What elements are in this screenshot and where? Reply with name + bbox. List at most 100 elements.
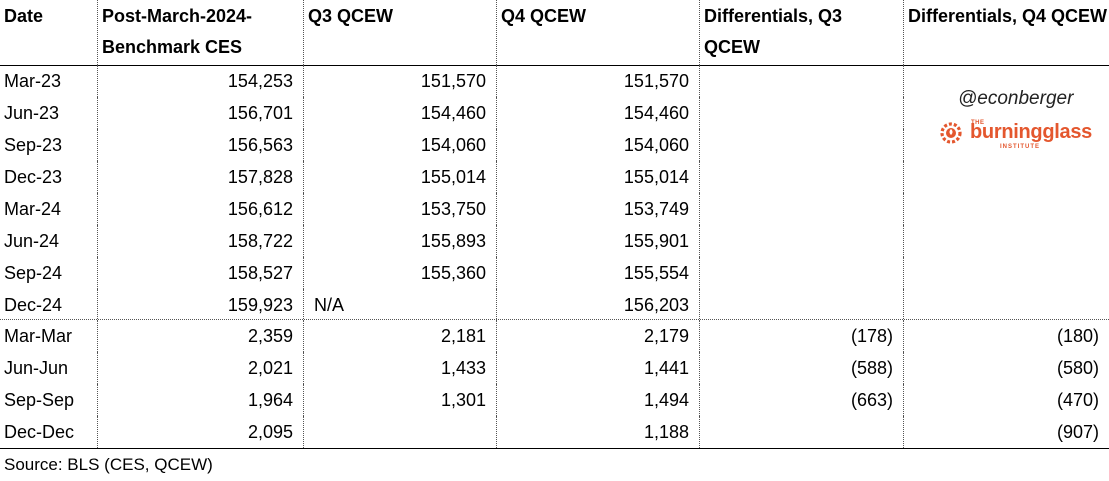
cell-diff-q3[interactable] <box>699 225 903 257</box>
cell-date[interactable]: Dec-23 <box>4 167 63 187</box>
cell-q4-qcew[interactable]: 154,460 <box>496 97 699 129</box>
cell-ces[interactable]: 1,964 <box>97 384 303 416</box>
cell-ces[interactable]: 158,527 <box>97 257 303 289</box>
cell-diff-q4[interactable] <box>903 97 1109 129</box>
flame-gear-icon <box>940 122 962 144</box>
cell-ces[interactable]: 2,021 <box>97 352 303 384</box>
column-header-date[interactable]: Date <box>4 6 44 26</box>
table-row: Sep-23 156,563 154,060 154,060 <box>0 129 1109 161</box>
cell-q3-qcew[interactable]: 151,570 <box>303 65 496 97</box>
cell-q3-qcew[interactable]: 1,433 <box>303 352 496 384</box>
cell-ces[interactable]: 159,923 <box>97 289 303 321</box>
cell-ces[interactable]: 156,701 <box>97 97 303 129</box>
cell-q4-qcew[interactable]: 153,749 <box>496 193 699 225</box>
cell-q4-qcew[interactable]: 155,901 <box>496 225 699 257</box>
table-row: Jun-24 158,722 155,893 155,901 <box>0 225 1109 257</box>
cell-diff-q3[interactable] <box>699 289 903 321</box>
cell-date[interactable]: Dec-Dec <box>4 422 75 442</box>
table-row: Mar-23 154,253 151,570 151,570 <box>0 65 1109 97</box>
cell-q3-qcew[interactable]: 1,301 <box>303 384 496 416</box>
cell-diff-q4[interactable] <box>903 161 1109 193</box>
cell-diff-q4[interactable] <box>903 129 1109 161</box>
cell-q3-qcew[interactable]: 155,360 <box>303 257 496 289</box>
cell-q3-qcew[interactable]: 155,893 <box>303 225 496 257</box>
cell-ces[interactable]: 157,828 <box>97 161 303 193</box>
cell-q4-qcew[interactable]: 1,494 <box>496 384 699 416</box>
cell-q3-qcew[interactable]: 155,014 <box>303 161 496 193</box>
cell-diff-q4[interactable]: (907) <box>903 416 1109 448</box>
table-row: Jun-23 156,701 154,460 154,460 <box>0 97 1109 129</box>
table-row: Sep-Sep 1,964 1,301 1,494 (663) (470) <box>0 384 1109 416</box>
cell-ces[interactable]: 154,253 <box>97 65 303 97</box>
cell-diff-q3[interactable] <box>699 416 903 448</box>
footer-divider <box>0 448 1109 449</box>
cell-date[interactable]: Mar-23 <box>4 71 62 91</box>
author-handle: @econberger <box>958 88 1074 109</box>
cell-q4-qcew[interactable]: 151,570 <box>496 65 699 97</box>
cell-ces[interactable]: 158,722 <box>97 225 303 257</box>
cell-date[interactable]: Dec-24 <box>4 295 63 315</box>
cell-diff-q4[interactable]: (180) <box>903 320 1109 352</box>
cell-q4-qcew[interactable]: 155,554 <box>496 257 699 289</box>
logo-the: THE <box>971 120 985 126</box>
column-header-diff-q3[interactable]: Differentials, Q3 QCEW <box>699 0 903 65</box>
column-header-q3-qcew[interactable]: Q3 QCEW <box>303 0 496 65</box>
logo-brand: burningglass <box>970 121 1092 143</box>
cell-diff-q3[interactable] <box>699 65 903 97</box>
cell-ces[interactable]: 156,612 <box>97 193 303 225</box>
cell-q4-qcew[interactable]: 1,441 <box>496 352 699 384</box>
column-header-diff-q4[interactable]: Differentials, Q4 QCEW <box>903 0 1109 65</box>
cell-q4-qcew[interactable]: 1,188 <box>496 416 699 448</box>
cell-diff-q4[interactable] <box>903 289 1109 321</box>
table-row: Mar-24 156,612 153,750 153,749 <box>0 193 1109 225</box>
cell-diff-q4[interactable]: (580) <box>903 352 1109 384</box>
table-row: Dec-23 157,828 155,014 155,014 <box>0 161 1109 193</box>
table-row: Dec-Dec 2,095 1,188 (907) <box>0 416 1109 448</box>
cell-ces[interactable]: 2,095 <box>97 416 303 448</box>
cell-q4-qcew[interactable]: 156,203 <box>496 289 699 321</box>
cell-diff-q3[interactable] <box>699 97 903 129</box>
cell-diff-q4[interactable] <box>903 65 1109 97</box>
table-row: Dec-24 159,923 N/A 156,203 <box>0 289 1109 321</box>
cell-diff-q3[interactable]: (663) <box>699 384 903 416</box>
cell-q3-qcew[interactable]: 154,460 <box>303 97 496 129</box>
cell-q3-qcew[interactable]: 2,181 <box>303 320 496 352</box>
table-row: Sep-24 158,527 155,360 155,554 <box>0 257 1109 289</box>
cell-q4-qcew[interactable]: 154,060 <box>496 129 699 161</box>
cell-diff-q4[interactable] <box>903 225 1109 257</box>
header-row: Date Post-March-2024-Benchmark CES Q3 QCEW… <box>0 0 1109 65</box>
source-note: Source: BLS (CES, QCEW) <box>4 455 213 474</box>
table-row: Jun-Jun 2,021 1,433 1,441 (588) (580) <box>0 352 1109 384</box>
cell-diff-q4[interactable] <box>903 257 1109 289</box>
cell-date[interactable]: Jun-23 <box>4 103 60 123</box>
cell-diff-q3[interactable] <box>699 161 903 193</box>
section-divider <box>0 319 1109 320</box>
cell-diff-q3[interactable] <box>699 193 903 225</box>
cell-diff-q3[interactable]: (588) <box>699 352 903 384</box>
cell-diff-q4[interactable] <box>903 193 1109 225</box>
cell-q3-qcew[interactable]: 154,060 <box>303 129 496 161</box>
cell-date[interactable]: Jun-Jun <box>4 358 69 378</box>
cell-q3-qcew[interactable]: 153,750 <box>303 193 496 225</box>
cell-diff-q3[interactable] <box>699 257 903 289</box>
cell-date[interactable]: Sep-24 <box>4 263 63 283</box>
cell-diff-q4[interactable]: (470) <box>903 384 1109 416</box>
cell-date[interactable]: Mar-Mar <box>4 326 72 346</box>
cell-date[interactable]: Mar-24 <box>4 199 62 219</box>
cell-diff-q3[interactable]: (178) <box>699 320 903 352</box>
cell-diff-q3[interactable] <box>699 129 903 161</box>
header-divider <box>0 65 1109 66</box>
cell-ces[interactable]: 2,359 <box>97 320 303 352</box>
cell-q4-qcew[interactable]: 2,179 <box>496 320 699 352</box>
cell-q3-qcew[interactable] <box>303 416 496 448</box>
cell-ces[interactable]: 156,563 <box>97 129 303 161</box>
cell-date[interactable]: Jun-24 <box>4 231 60 251</box>
cell-date[interactable]: Sep-Sep <box>4 390 75 410</box>
column-header-ces[interactable]: Post-March-2024-Benchmark CES <box>97 0 303 65</box>
cell-q4-qcew[interactable]: 155,014 <box>496 161 699 193</box>
cell-q3-qcew[interactable]: N/A <box>303 289 496 321</box>
table-row: Mar-Mar 2,359 2,181 2,179 (178) (180) <box>0 320 1109 352</box>
column-header-q4-qcew[interactable]: Q4 QCEW <box>496 0 699 65</box>
cell-date[interactable]: Sep-23 <box>4 135 63 155</box>
